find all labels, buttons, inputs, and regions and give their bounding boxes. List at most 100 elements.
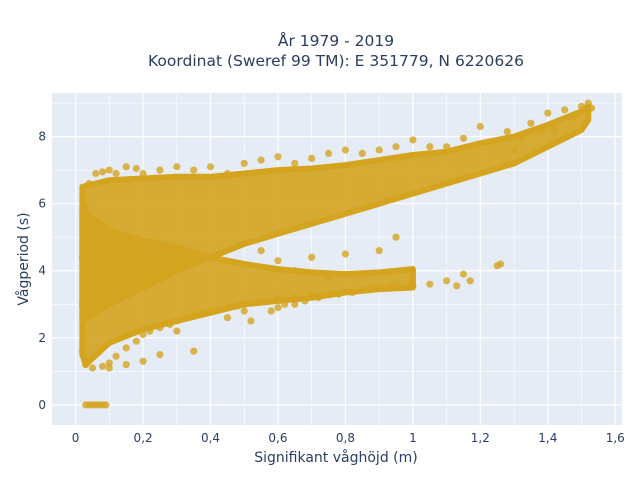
y-axis-title: Vågperiod (s) [15,212,32,305]
data-point [274,304,282,312]
data-point [146,327,154,335]
chart-title-line-1: År 1979 - 2019 [278,31,394,50]
data-point [82,361,90,369]
data-point [122,344,130,352]
data-point [375,282,383,290]
data-point [527,119,535,127]
data-point [105,166,113,174]
y-tick-label: 6 [38,197,46,211]
data-point [257,297,265,305]
data-point [443,143,451,151]
y-tick-label: 8 [38,130,46,144]
data-point [392,233,400,241]
x-tick-label: 0,2 [134,431,153,445]
data-point [102,401,110,409]
data-point [206,307,215,315]
data-point [78,253,86,261]
data-point [105,364,113,372]
data-point [183,314,191,322]
x-tick-label: 0,4 [201,431,220,445]
data-point [78,347,86,355]
x-tick-label: 0,6 [268,431,287,445]
data-point [426,280,434,288]
data-point [453,282,461,290]
y-tick-label: 4 [38,264,46,278]
data-point [173,163,181,171]
data-point [459,134,468,142]
data-point [385,282,393,290]
data-point [348,288,356,297]
data-point [85,179,93,188]
data-point [341,250,349,258]
data-point [240,300,248,308]
data-point [99,168,107,176]
data-point [308,253,316,261]
data-point [217,305,225,313]
data-point [358,285,366,293]
data-point [166,320,174,328]
data-point [132,337,140,345]
x-tick-label: 0 [72,431,80,445]
chart-title-line-2: Koordinat (Sweref 99 TM): E 351779, N 62… [148,52,524,70]
data-point [291,267,299,275]
data-point [325,149,333,157]
data-point [443,277,451,285]
data-point [291,294,299,302]
data-point [291,300,299,308]
data-point [308,290,316,298]
data-point [105,359,113,367]
x-tick-label: 0,8 [336,431,355,445]
data-point [510,146,518,154]
data-point [308,154,316,162]
data-point [459,270,468,278]
data-point [240,159,248,167]
x-axis-ticks: 0 0,2 0,4 0,6 0,8 1 1,2 1,4 1,6 [72,431,625,445]
data-point [409,136,417,144]
x-tick-label: 1,4 [538,431,557,445]
data-point [132,164,140,173]
data-point [588,104,596,112]
data-point [99,362,107,370]
data-point [550,126,559,134]
data-point [571,112,579,121]
data-point [497,260,505,268]
data-point [274,295,282,303]
data-point [537,126,545,134]
data-point [139,357,147,365]
data-point [358,270,366,278]
data-point [190,310,198,318]
data-point [257,156,265,164]
y-tick-label: 2 [38,331,46,345]
data-point [139,169,147,178]
x-tick-label: 1 [409,431,417,445]
data-point [341,287,349,295]
data-point [223,169,231,178]
data-point [325,290,333,298]
data-point [561,106,569,114]
data-point [122,361,130,369]
data-point [375,247,383,255]
data-point [544,109,552,117]
x-axis-title: Signifikant våghöjd (m) [254,449,417,466]
data-point [122,163,130,171]
data-point [190,347,198,355]
data-point [274,257,282,265]
data-point [426,143,434,151]
data-point [267,307,275,315]
data-point [392,143,400,151]
data-point [206,163,215,171]
data-point [200,309,208,317]
data-point [301,297,309,305]
data-point [190,166,198,174]
data-point [314,294,322,302]
data-point [139,330,147,339]
data-point [358,149,366,157]
y-axis-ticks: 0 2 4 6 8 [38,130,46,412]
data-point [392,280,400,288]
data-point [368,283,376,292]
data-point [247,317,255,325]
data-point [223,314,231,322]
data-point [223,304,231,312]
